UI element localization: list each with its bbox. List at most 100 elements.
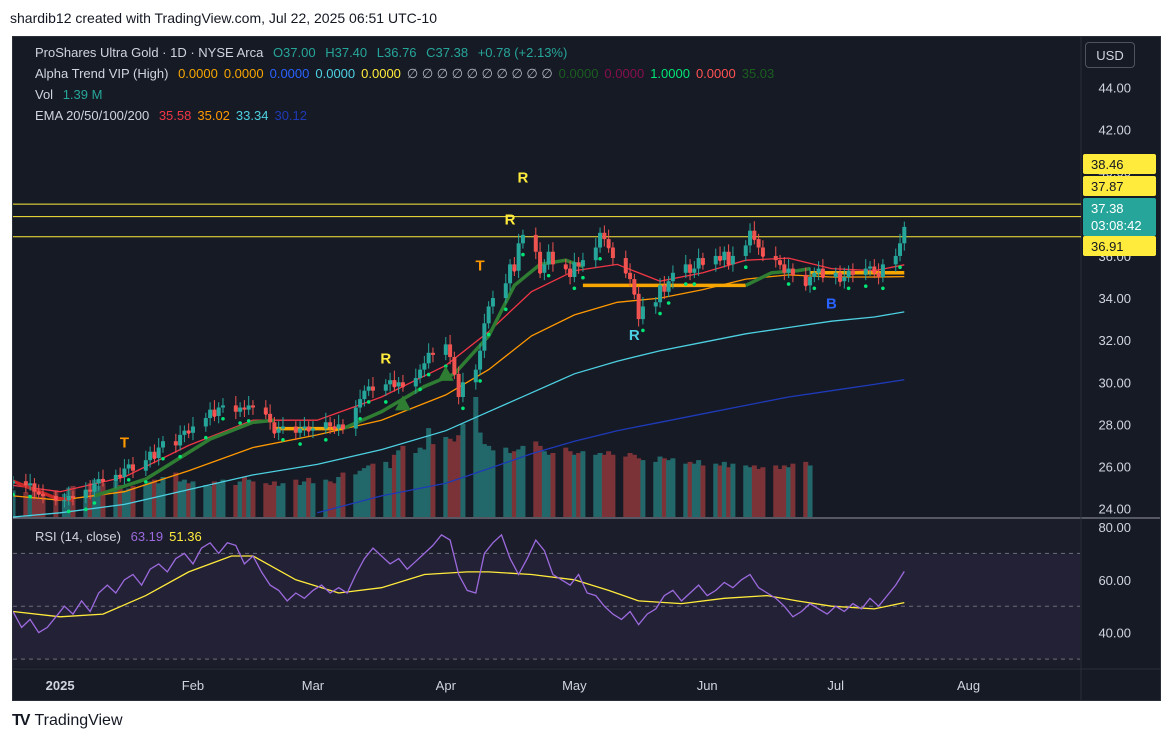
trend-dot [392, 383, 397, 388]
trend-dot [452, 371, 457, 375]
trend-dot [161, 456, 165, 461]
price-chart-svg[interactable]: TRTRRRB44.0042.0040.0038.0036.0034.0032.… [13, 37, 1160, 700]
volume-bar [36, 497, 42, 517]
trend-dot [898, 265, 902, 270]
volume-bar [293, 479, 299, 517]
price-tick-label: 26.00 [1098, 459, 1131, 474]
candle-body [323, 422, 328, 429]
candle-body [96, 479, 101, 484]
ohlc-high: H37.40 [325, 45, 368, 60]
candle-body [268, 413, 273, 423]
candle-body [872, 266, 877, 273]
volume-bar [336, 477, 342, 517]
trend-dot [478, 379, 482, 383]
candle-body [473, 369, 478, 383]
volume-bar [636, 458, 642, 517]
ohlc-open: O37.00 [272, 45, 316, 60]
candle-body [32, 483, 37, 492]
trend-dot [606, 244, 611, 249]
volume-bar [340, 472, 346, 517]
candle-body [246, 405, 251, 410]
volume-bar [276, 485, 282, 517]
volume-bar [87, 483, 93, 517]
trend-dot [786, 282, 791, 286]
volume-bar [263, 483, 269, 517]
trend-dot [298, 442, 302, 446]
price-label-tag [1083, 198, 1156, 236]
volume-bar [387, 468, 393, 517]
volume-bar [23, 492, 29, 517]
candle-body [280, 426, 285, 429]
currency-button[interactable]: USD [1085, 42, 1135, 68]
trend-dot [846, 286, 851, 291]
candle-body [748, 230, 753, 246]
volume-bar [456, 435, 462, 517]
volume-bar [541, 451, 547, 517]
price-label-tag [1083, 236, 1156, 256]
candle-body [250, 405, 255, 408]
volume-bar [173, 472, 179, 517]
trend-dot [872, 270, 877, 274]
volume-bar [233, 485, 239, 517]
trend-dot [761, 253, 765, 258]
candle-body [460, 382, 465, 397]
trend-dot [272, 430, 277, 434]
volume-bar [327, 481, 333, 517]
candle-body [130, 464, 135, 471]
trend-dot [118, 474, 122, 479]
volume-bar [383, 461, 389, 517]
trend-dot [658, 311, 662, 316]
volume-bar [121, 490, 127, 517]
volume-bar [781, 465, 787, 517]
volume-bar [730, 463, 736, 517]
candle-body [782, 264, 787, 273]
candle-body [13, 481, 15, 484]
trend-dot [358, 416, 362, 421]
volume-bar [160, 477, 166, 517]
trend-dot [28, 494, 32, 499]
candle-body [598, 232, 603, 248]
ema-value: 35.02 [197, 108, 230, 123]
signal-label: R [629, 327, 640, 344]
volume-bar [666, 460, 672, 517]
candle-body [328, 422, 333, 427]
candle-body [353, 407, 358, 429]
trend-dot [512, 268, 517, 272]
volume-bar [443, 437, 449, 517]
candle-body [216, 407, 221, 416]
volume-bar [563, 447, 569, 517]
time-tick-label: Feb [182, 678, 204, 693]
volume-bar [627, 453, 633, 517]
volume-bar [241, 477, 247, 517]
candle-body [443, 344, 448, 355]
alpha-trend-value: 0.0000 [178, 66, 218, 81]
price-tick-label: 30.00 [1098, 375, 1131, 390]
chart-panel[interactable]: TRTRRRB44.0042.0040.0038.0036.0034.0032.… [12, 36, 1161, 701]
candle-body [610, 247, 615, 259]
candle-body [92, 483, 97, 492]
volume-bar [550, 453, 556, 517]
ema-line [13, 311, 905, 518]
signal-label: R [518, 169, 529, 186]
candle-body [422, 363, 427, 370]
volume-bar [396, 450, 402, 517]
candle-body [190, 426, 195, 433]
trend-dot [718, 257, 722, 262]
trend-dot [66, 509, 71, 514]
candle-body [482, 323, 487, 351]
trend-triangle-icon [394, 395, 411, 411]
candle-body [640, 306, 645, 320]
candle-body [238, 407, 243, 412]
volume-bar [421, 449, 427, 517]
candle-body [760, 247, 765, 256]
signal-label: R [505, 211, 516, 228]
volume-bar [516, 449, 522, 517]
trend-dot [13, 492, 15, 497]
candle-body [653, 302, 658, 307]
candle-body [902, 226, 907, 244]
price-tick-label: 44.00 [1098, 81, 1131, 96]
volume-label: Vol [35, 87, 54, 102]
trend-dot [204, 435, 208, 440]
trend-dot [401, 383, 405, 388]
candle-body [173, 441, 178, 446]
